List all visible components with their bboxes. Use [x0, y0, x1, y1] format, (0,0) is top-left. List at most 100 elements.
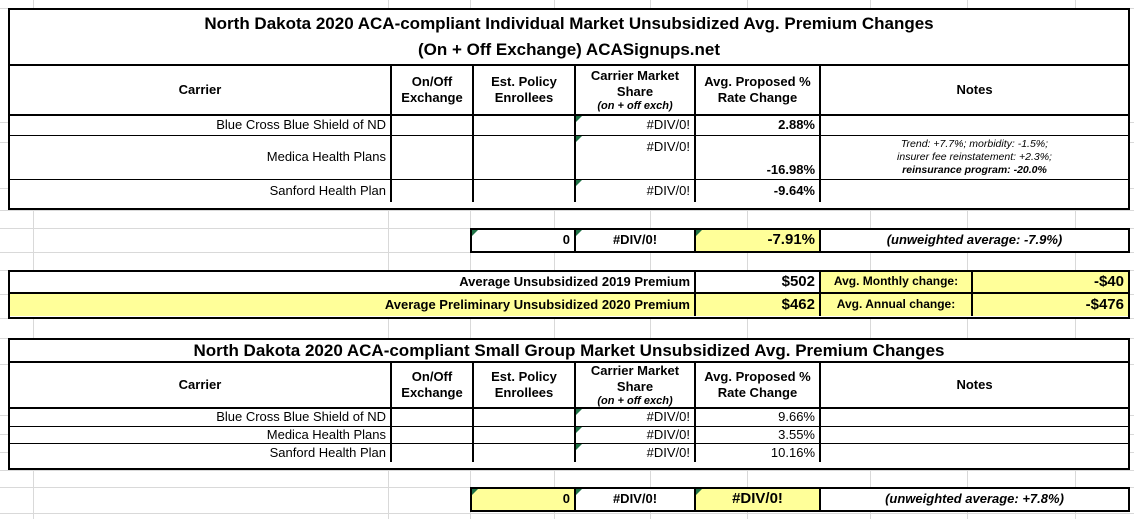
- error-indicator-icon: [576, 116, 582, 122]
- total-note-cell[interactable]: (unweighted average: +7.8%): [819, 489, 1128, 510]
- total-rate-cell[interactable]: #DIV/0!: [694, 489, 819, 510]
- exchange-cell[interactable]: [390, 427, 472, 443]
- header-cell-exchange[interactable]: On/Off Exchange: [390, 66, 472, 114]
- header-share-subtext: (on + off exch): [597, 99, 673, 112]
- total-share-cell[interactable]: #DIV/0!: [574, 230, 694, 251]
- gridline: [554, 0, 555, 519]
- small-group-total-row: 0 #DIV/0! #DIV/0! (unweighted average: +…: [470, 487, 1130, 512]
- change-label-cell[interactable]: Avg. Annual change:: [819, 294, 971, 316]
- change-label-cell[interactable]: Avg. Monthly change:: [819, 272, 971, 292]
- enrollees-cell[interactable]: [472, 180, 574, 202]
- header-cell-share[interactable]: Carrier Market Share (on + off exch): [574, 66, 694, 114]
- carrier-cell[interactable]: Medica Health Plans: [10, 136, 390, 179]
- individual-total-row: 0 #DIV/0! -7.91% (unweighted average: -7…: [470, 228, 1130, 253]
- gridline: [0, 470, 1134, 471]
- share-cell[interactable]: #DIV/0!: [574, 116, 694, 135]
- total-enrollees-cell[interactable]: 0: [472, 489, 574, 510]
- header-share-subtext: (on + off exch): [597, 394, 673, 407]
- share-cell[interactable]: #DIV/0!: [574, 180, 694, 202]
- carrier-cell[interactable]: Blue Cross Blue Shield of ND: [10, 409, 390, 426]
- share-cell[interactable]: #DIV/0!: [574, 427, 694, 443]
- error-indicator-icon: [576, 409, 582, 415]
- enrollees-cell[interactable]: [472, 136, 574, 179]
- rate-cell[interactable]: 2.88%: [694, 116, 819, 135]
- individual-title-line1: North Dakota 2020 ACA-compliant Individu…: [204, 14, 934, 33]
- header-cell-enrollees[interactable]: Est. Policy Enrollees: [472, 66, 574, 114]
- table-row: Blue Cross Blue Shield of ND #DIV/0! 9.6…: [10, 409, 1128, 427]
- error-indicator-icon: [576, 136, 582, 142]
- table-row: Medica Health Plans #DIV/0! -16.98% Tren…: [10, 136, 1128, 180]
- error-indicator-icon: [576, 427, 582, 433]
- small-group-table-title[interactable]: North Dakota 2020 ACA-compliant Small Gr…: [10, 340, 1128, 363]
- exchange-cell[interactable]: [390, 180, 472, 202]
- exchange-cell[interactable]: [390, 444, 472, 462]
- rate-cell[interactable]: -16.98%: [694, 136, 819, 179]
- header-cell-exchange[interactable]: On/Off Exchange: [390, 363, 472, 407]
- rate-cell[interactable]: 10.16%: [694, 444, 819, 462]
- enrollees-cell[interactable]: [472, 427, 574, 443]
- notes-cell[interactable]: [819, 409, 1128, 426]
- rate-cell[interactable]: 3.55%: [694, 427, 819, 443]
- header-cell-notes[interactable]: Notes: [819, 66, 1128, 114]
- error-indicator-icon: [696, 489, 702, 495]
- small-group-table: North Dakota 2020 ACA-compliant Small Gr…: [8, 338, 1130, 470]
- header-cell-carrier[interactable]: Carrier: [10, 363, 390, 407]
- notes-cell[interactable]: [819, 427, 1128, 443]
- total-rate-cell[interactable]: -7.91%: [694, 230, 819, 251]
- total-enrollees-cell[interactable]: 0: [472, 230, 574, 251]
- carrier-cell[interactable]: Sanford Health Plan: [10, 180, 390, 202]
- total-share-cell[interactable]: #DIV/0!: [574, 489, 694, 510]
- individual-table-title[interactable]: North Dakota 2020 ACA-compliant Individu…: [10, 10, 1128, 66]
- header-cell-enrollees[interactable]: Est. Policy Enrollees: [472, 363, 574, 407]
- header-cell-rate[interactable]: Avg. Proposed % Rate Change: [694, 66, 819, 114]
- error-indicator-icon: [576, 489, 582, 495]
- rate-cell[interactable]: -9.64%: [694, 180, 819, 202]
- notes-cell[interactable]: [819, 444, 1128, 462]
- premium-summary-box: Average Unsubsidized 2019 Premium $502 A…: [8, 270, 1130, 319]
- note-line: Trend: +7.7%; morbidity: -1.5%;: [900, 138, 1049, 150]
- error-indicator-icon: [576, 444, 582, 450]
- error-indicator-icon: [576, 230, 582, 236]
- small-group-header-row: Carrier On/Off Exchange Est. Policy Enro…: [10, 363, 1128, 409]
- change-value-cell[interactable]: -$40: [971, 272, 1128, 292]
- table-row: Blue Cross Blue Shield of ND #DIV/0! 2.8…: [10, 116, 1128, 136]
- share-cell[interactable]: #DIV/0!: [574, 409, 694, 426]
- summary-row-2019: Average Unsubsidized 2019 Premium $502 A…: [10, 272, 1128, 294]
- table-row: Sanford Health Plan #DIV/0! 10.16%: [10, 444, 1128, 462]
- gridline: [33, 0, 34, 519]
- summary-label-cell[interactable]: Average Unsubsidized 2019 Premium: [10, 272, 694, 292]
- gridline: [0, 210, 1134, 211]
- exchange-cell[interactable]: [390, 116, 472, 135]
- exchange-cell[interactable]: [390, 409, 472, 426]
- summary-value-cell[interactable]: $462: [694, 294, 819, 316]
- enrollees-cell[interactable]: [472, 444, 574, 462]
- gridline: [967, 0, 968, 519]
- summary-label-cell[interactable]: Average Preliminary Unsubsidized 2020 Pr…: [10, 294, 694, 316]
- notes-cell[interactable]: [819, 116, 1128, 135]
- gridline: [870, 0, 871, 519]
- error-indicator-icon: [696, 230, 702, 236]
- summary-value-cell[interactable]: $502: [694, 272, 819, 292]
- error-indicator-icon: [472, 230, 478, 236]
- change-value-cell[interactable]: -$476: [971, 294, 1128, 316]
- rate-cell[interactable]: 9.66%: [694, 409, 819, 426]
- individual-market-table: North Dakota 2020 ACA-compliant Individu…: [8, 8, 1130, 210]
- enrollees-cell[interactable]: [472, 116, 574, 135]
- header-cell-carrier[interactable]: Carrier: [10, 66, 390, 114]
- share-cell[interactable]: #DIV/0!: [574, 136, 694, 179]
- total-note-cell[interactable]: (unweighted average: -7.9%): [819, 230, 1128, 251]
- exchange-cell[interactable]: [390, 136, 472, 179]
- share-cell[interactable]: #DIV/0!: [574, 444, 694, 462]
- notes-cell[interactable]: [819, 180, 1128, 202]
- gridline: [470, 0, 471, 519]
- carrier-cell[interactable]: Blue Cross Blue Shield of ND: [10, 116, 390, 135]
- header-cell-rate[interactable]: Avg. Proposed % Rate Change: [694, 363, 819, 407]
- header-cell-share[interactable]: Carrier Market Share (on + off exch): [574, 363, 694, 407]
- notes-cell[interactable]: Trend: +7.7%; morbidity: -1.5%; insurer …: [819, 136, 1128, 179]
- error-indicator-icon: [472, 489, 478, 495]
- gridline: [0, 513, 1134, 514]
- carrier-cell[interactable]: Sanford Health Plan: [10, 444, 390, 462]
- carrier-cell[interactable]: Medica Health Plans: [10, 427, 390, 443]
- header-cell-notes[interactable]: Notes: [819, 363, 1128, 407]
- enrollees-cell[interactable]: [472, 409, 574, 426]
